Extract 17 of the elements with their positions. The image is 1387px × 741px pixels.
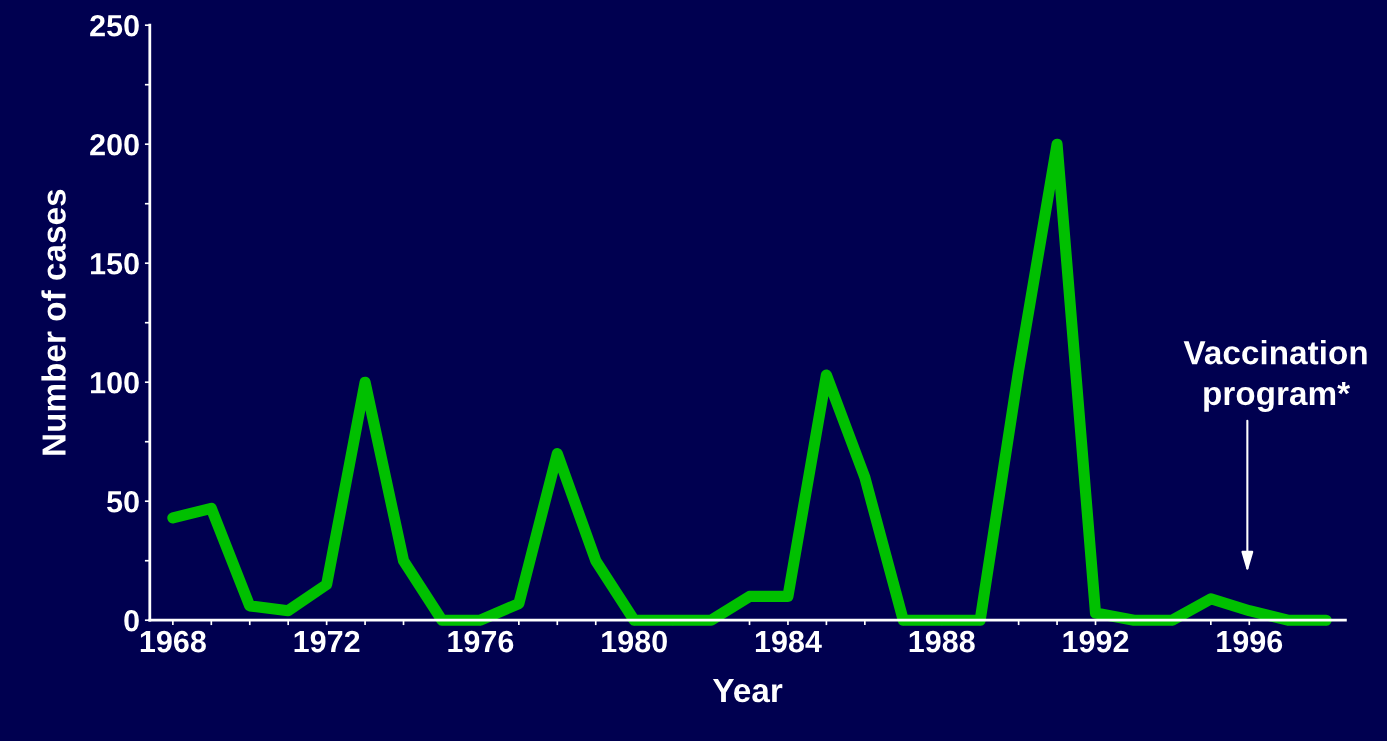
y-tick-label: 100 bbox=[91, 371, 139, 394]
x-tick-label: 1988 bbox=[909, 630, 975, 653]
y-tick-label: 200 bbox=[90, 133, 139, 156]
x-tick-label: 1996 bbox=[1217, 630, 1283, 653]
annotation: Vaccination program* bbox=[1183, 340, 1367, 412]
x-tick-label: 1984 bbox=[755, 630, 822, 653]
x-tick-label: 1972 bbox=[294, 630, 360, 653]
x-axis-title: Year bbox=[712, 679, 783, 703]
y-axis-title: Number of cases bbox=[41, 189, 66, 455]
y-tick-label: 50 bbox=[107, 490, 139, 513]
y-tick-label: 0 bbox=[124, 609, 139, 632]
x-tick-label: 1968 bbox=[140, 630, 206, 653]
x-tick-label: 1992 bbox=[1063, 630, 1129, 653]
y-tick-label: 250 bbox=[90, 14, 139, 37]
x-tick-label: 1976 bbox=[448, 630, 514, 653]
y-tick-label: 150 bbox=[91, 252, 139, 275]
x-tick-label: 1980 bbox=[602, 630, 667, 653]
